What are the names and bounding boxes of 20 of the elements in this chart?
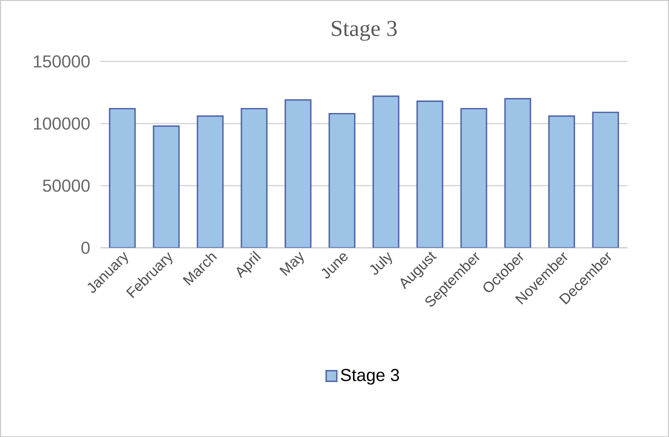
x-tick-label: May [279,252,304,276]
bar [196,115,224,248]
bar [240,108,268,248]
y-tick-label: 50000 [42,179,90,192]
bar [504,98,532,248]
bar [284,99,312,248]
legend-label: Stage 3 [340,368,400,384]
bar [372,95,400,248]
y-tick-label: 100000 [34,117,90,130]
bar [460,108,488,248]
x-tick-label: July [370,252,392,275]
bar [328,112,356,248]
y-tick-label: 0 [81,241,90,254]
bar [592,112,619,248]
chart-title: Stage 3 [332,20,397,41]
y-tick-label: 150000 [34,55,90,68]
bar [416,100,444,248]
bar [108,108,136,248]
bar [152,125,180,248]
bar [548,115,576,248]
